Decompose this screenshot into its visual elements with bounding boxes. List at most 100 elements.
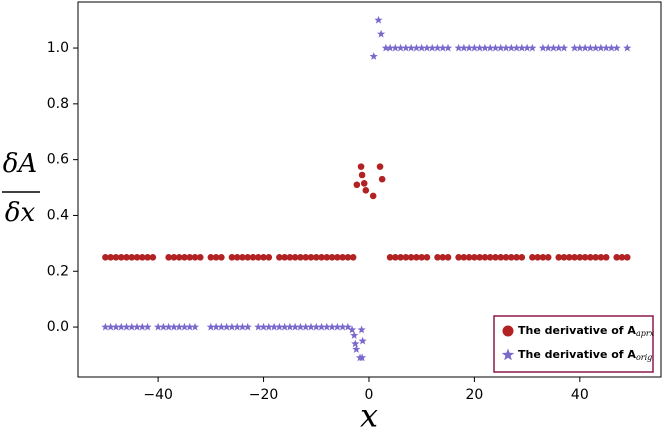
star-point [122, 322, 131, 331]
star-point [190, 322, 200, 331]
star-point [296, 322, 305, 331]
star-point [602, 43, 611, 52]
dot-point [181, 254, 188, 261]
dot-point [265, 254, 273, 261]
star-point [164, 322, 173, 331]
dot-point [413, 254, 420, 261]
dot-point [623, 254, 631, 261]
dot-point [302, 254, 310, 261]
x-tick-label: 20 [465, 387, 483, 403]
star-point [374, 15, 383, 24]
x-label: x [360, 397, 378, 434]
dot-point [260, 254, 267, 261]
star-point [412, 43, 421, 52]
star-point [438, 43, 447, 52]
star-point [159, 322, 168, 331]
star-point [391, 43, 400, 52]
star-point [338, 322, 347, 331]
star-point [491, 43, 500, 52]
y-tick-label: 0.6 [47, 152, 69, 168]
y-label-denominator: δx [5, 198, 36, 228]
star-point [350, 331, 359, 339]
y-tick-label: 0.8 [47, 96, 69, 112]
dot-point [196, 254, 204, 261]
dot-point [397, 254, 404, 261]
star-point [570, 43, 579, 52]
dot-point [555, 254, 563, 261]
dot-point [212, 254, 220, 261]
star-point [586, 43, 595, 52]
star-point [264, 322, 273, 331]
star-point [470, 43, 479, 52]
star-point [523, 43, 532, 52]
dot-point [276, 254, 283, 261]
star-point [538, 43, 547, 52]
dot-point [518, 254, 526, 261]
x-tick-label: −20 [249, 387, 279, 403]
dot-point [418, 254, 425, 261]
star-point [343, 322, 352, 331]
dot-point [281, 254, 288, 261]
star-point [106, 322, 115, 331]
dot-point [144, 254, 151, 261]
dot-point [165, 254, 172, 261]
dot-point [339, 254, 346, 261]
y-tick-label: 0.4 [47, 207, 69, 223]
star-point [185, 322, 194, 331]
dot-point [392, 254, 399, 261]
star-point [275, 322, 284, 331]
star-point [169, 322, 178, 331]
star-point [301, 322, 310, 331]
dot-point [186, 254, 194, 261]
star-point [475, 43, 484, 52]
y-tick-label: 0.2 [47, 263, 69, 279]
star-point [591, 43, 600, 52]
dot-point [455, 254, 462, 261]
star-point [227, 322, 236, 331]
dot-point [492, 254, 499, 261]
dot-point [369, 192, 377, 200]
star-point [454, 43, 463, 52]
star-point [312, 322, 321, 331]
dot-point [353, 181, 361, 189]
legend-name: The derivative of A [518, 324, 636, 337]
dot-point [439, 254, 447, 261]
dot-point [312, 254, 320, 261]
dot-point [318, 254, 325, 261]
dot-point [378, 175, 386, 183]
star-point [117, 322, 126, 331]
dot-point [349, 254, 357, 261]
legend-subscript: aprx [636, 329, 655, 338]
dot-point [613, 254, 621, 261]
star-point [433, 43, 442, 52]
star-point [351, 339, 360, 348]
star-point [559, 43, 569, 52]
dot-point [233, 254, 241, 261]
star-point [496, 43, 505, 52]
star-point [612, 43, 621, 52]
dot-point [581, 254, 589, 261]
star-point [212, 322, 221, 331]
star-point [407, 43, 416, 52]
star-point [180, 322, 189, 331]
dot-point [602, 254, 610, 261]
dot-point [112, 254, 120, 261]
star-point [222, 322, 231, 331]
star-point [270, 322, 279, 331]
dot-point [544, 254, 552, 261]
star-point [554, 43, 563, 52]
dot-point [249, 254, 257, 261]
star-point [111, 322, 120, 331]
dot-point [175, 254, 183, 261]
legend-label: The derivative of Aorig [518, 348, 652, 362]
star-point [280, 322, 289, 331]
dot-point [123, 254, 130, 261]
dot-point [497, 254, 505, 261]
dot-point [513, 254, 520, 261]
star-point [254, 322, 263, 331]
dot-point [576, 254, 584, 261]
star-point [512, 43, 521, 52]
dot-point [139, 254, 146, 261]
legend-marker [502, 325, 514, 337]
dot-point [323, 254, 331, 261]
